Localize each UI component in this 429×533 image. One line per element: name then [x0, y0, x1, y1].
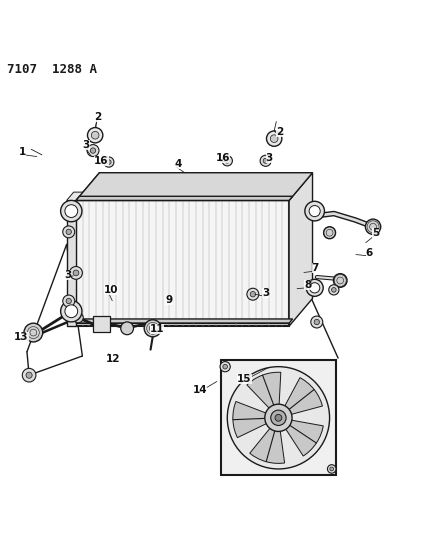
Circle shape [310, 282, 320, 293]
Polygon shape [76, 196, 293, 200]
Circle shape [260, 155, 271, 166]
Text: 3: 3 [83, 140, 90, 150]
Circle shape [22, 368, 36, 382]
Text: 8: 8 [304, 280, 311, 290]
Text: 2: 2 [94, 111, 101, 122]
Circle shape [266, 131, 282, 146]
Circle shape [311, 316, 323, 328]
Text: 16: 16 [94, 156, 109, 166]
Polygon shape [66, 192, 83, 200]
Circle shape [309, 206, 320, 216]
Text: 1: 1 [18, 147, 26, 157]
Circle shape [91, 132, 99, 139]
Text: 9: 9 [165, 295, 172, 305]
Circle shape [60, 200, 82, 222]
Polygon shape [221, 360, 336, 475]
Circle shape [323, 227, 335, 239]
Text: 11: 11 [150, 324, 164, 334]
Bar [76, 200, 289, 326]
Circle shape [88, 127, 103, 143]
Text: 5: 5 [372, 228, 380, 238]
Circle shape [144, 320, 161, 337]
Circle shape [305, 201, 324, 221]
Text: 6: 6 [366, 248, 373, 258]
Circle shape [66, 298, 71, 304]
Polygon shape [93, 317, 110, 332]
Text: 4: 4 [174, 159, 181, 169]
Text: 16: 16 [215, 153, 230, 163]
Polygon shape [247, 372, 281, 409]
Circle shape [63, 295, 75, 307]
Circle shape [73, 312, 83, 323]
Circle shape [73, 270, 79, 276]
Text: 7107  1288 A: 7107 1288 A [6, 63, 97, 76]
Circle shape [333, 273, 347, 287]
Circle shape [65, 205, 78, 217]
Circle shape [26, 372, 32, 378]
Circle shape [330, 467, 334, 471]
Polygon shape [284, 377, 323, 415]
Text: 14: 14 [192, 385, 207, 395]
Circle shape [332, 288, 336, 292]
Circle shape [227, 367, 329, 469]
Circle shape [63, 226, 75, 238]
Polygon shape [250, 427, 284, 463]
Circle shape [225, 158, 230, 163]
Circle shape [66, 229, 71, 235]
Circle shape [247, 288, 259, 300]
Circle shape [121, 322, 133, 335]
Circle shape [220, 361, 230, 372]
Text: 15: 15 [237, 374, 251, 384]
Circle shape [87, 144, 99, 157]
Polygon shape [76, 173, 313, 200]
Circle shape [106, 160, 111, 164]
Circle shape [91, 148, 96, 154]
Text: 12: 12 [106, 354, 121, 364]
Polygon shape [289, 173, 313, 326]
Circle shape [104, 157, 114, 167]
Text: 3: 3 [262, 288, 269, 298]
Circle shape [366, 219, 381, 235]
Circle shape [24, 323, 43, 342]
Polygon shape [76, 319, 293, 323]
Polygon shape [76, 200, 289, 326]
Polygon shape [76, 173, 313, 200]
Text: 7: 7 [312, 263, 319, 273]
Text: 3: 3 [266, 154, 273, 163]
Circle shape [250, 292, 256, 297]
Circle shape [306, 279, 323, 296]
Text: 2: 2 [276, 127, 284, 138]
Circle shape [275, 414, 282, 421]
Circle shape [329, 285, 339, 295]
Circle shape [65, 305, 78, 318]
Polygon shape [233, 401, 268, 438]
Text: 3: 3 [64, 270, 71, 280]
Circle shape [223, 365, 227, 369]
Circle shape [222, 156, 233, 166]
Circle shape [265, 404, 292, 431]
Text: 13: 13 [14, 333, 29, 342]
Text: 10: 10 [104, 286, 118, 295]
Circle shape [69, 266, 82, 279]
Circle shape [270, 135, 278, 142]
Polygon shape [66, 200, 76, 326]
Polygon shape [285, 420, 323, 456]
Circle shape [60, 301, 82, 322]
Circle shape [314, 319, 320, 325]
Circle shape [327, 465, 336, 473]
Circle shape [263, 158, 268, 163]
Circle shape [271, 410, 286, 425]
